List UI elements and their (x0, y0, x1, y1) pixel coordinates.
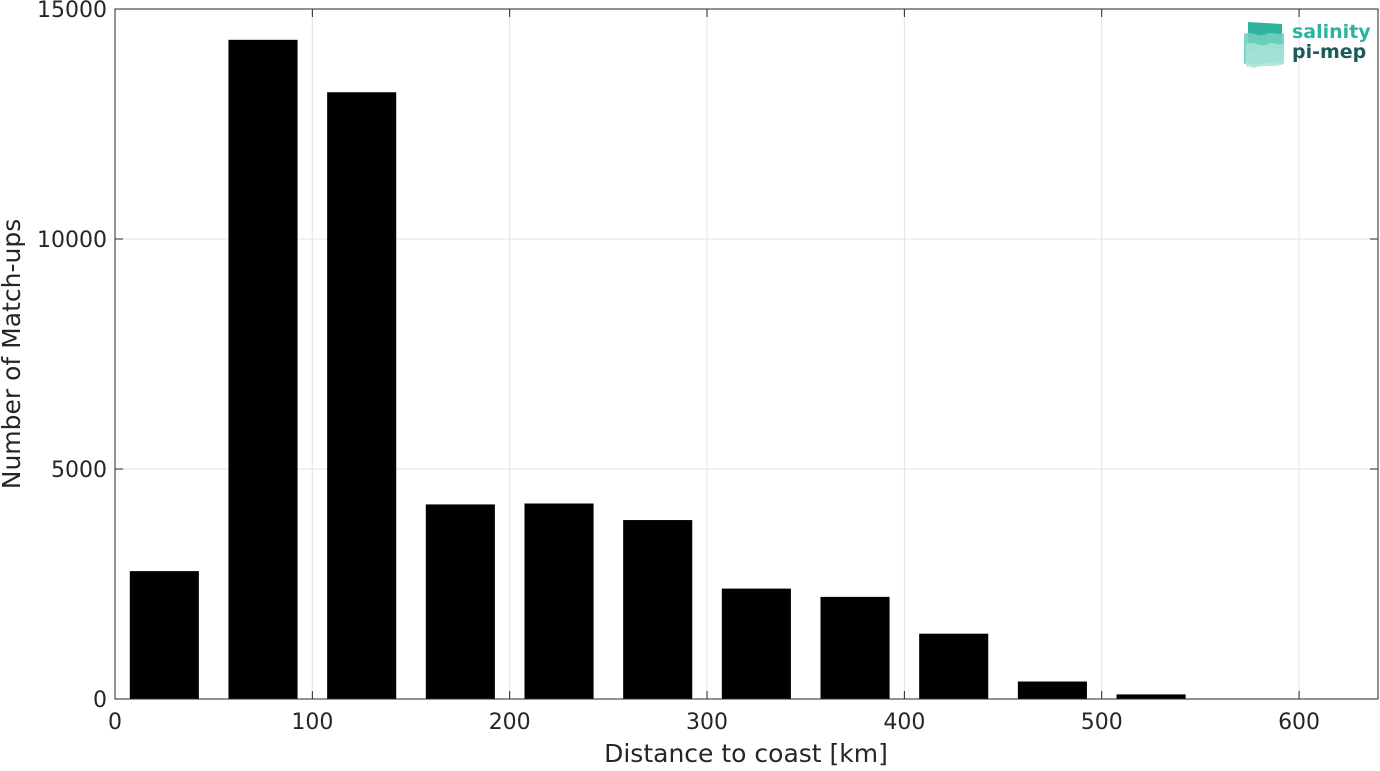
logo-waves-icon (1244, 22, 1284, 68)
x-tick-label: 600 (1278, 710, 1320, 735)
bar (425, 504, 495, 699)
x-tick-label: 200 (489, 710, 531, 735)
y-tick-label: 15000 (37, 0, 107, 23)
x-tick-label: 100 (291, 710, 333, 735)
bar (129, 571, 199, 699)
bar (327, 92, 397, 699)
salinity-pi-mep-logo: salinity pi-mep (1244, 21, 1371, 68)
x-tick-label: 0 (108, 710, 122, 735)
y-tick-label: 10000 (37, 228, 107, 253)
bar (919, 633, 989, 699)
bar (524, 503, 594, 699)
axes (114, 8, 1379, 700)
x-tick-label: 300 (686, 710, 728, 735)
logo-line1: salinity (1292, 21, 1371, 43)
plot-frame (114, 8, 1379, 700)
bar (1116, 694, 1186, 699)
tick-labels: 0 100 200 300 400 500 600 0 5000 10000 15000 (37, 0, 1320, 735)
bar (820, 596, 890, 699)
x-tick-label: 500 (1081, 710, 1123, 735)
y-tick-label: 5000 (51, 458, 107, 483)
bar (623, 520, 693, 699)
bar (228, 39, 298, 699)
bar (721, 588, 791, 699)
x-tick-label: 400 (883, 710, 925, 735)
y-axis-label: Number of Match-ups (0, 219, 26, 489)
logo-line2: pi-mep (1292, 41, 1366, 63)
x-axis-label: Distance to coast [km] (604, 739, 888, 767)
bar (1017, 681, 1087, 699)
y-tick-label: 0 (93, 688, 107, 713)
bars (129, 39, 1186, 699)
